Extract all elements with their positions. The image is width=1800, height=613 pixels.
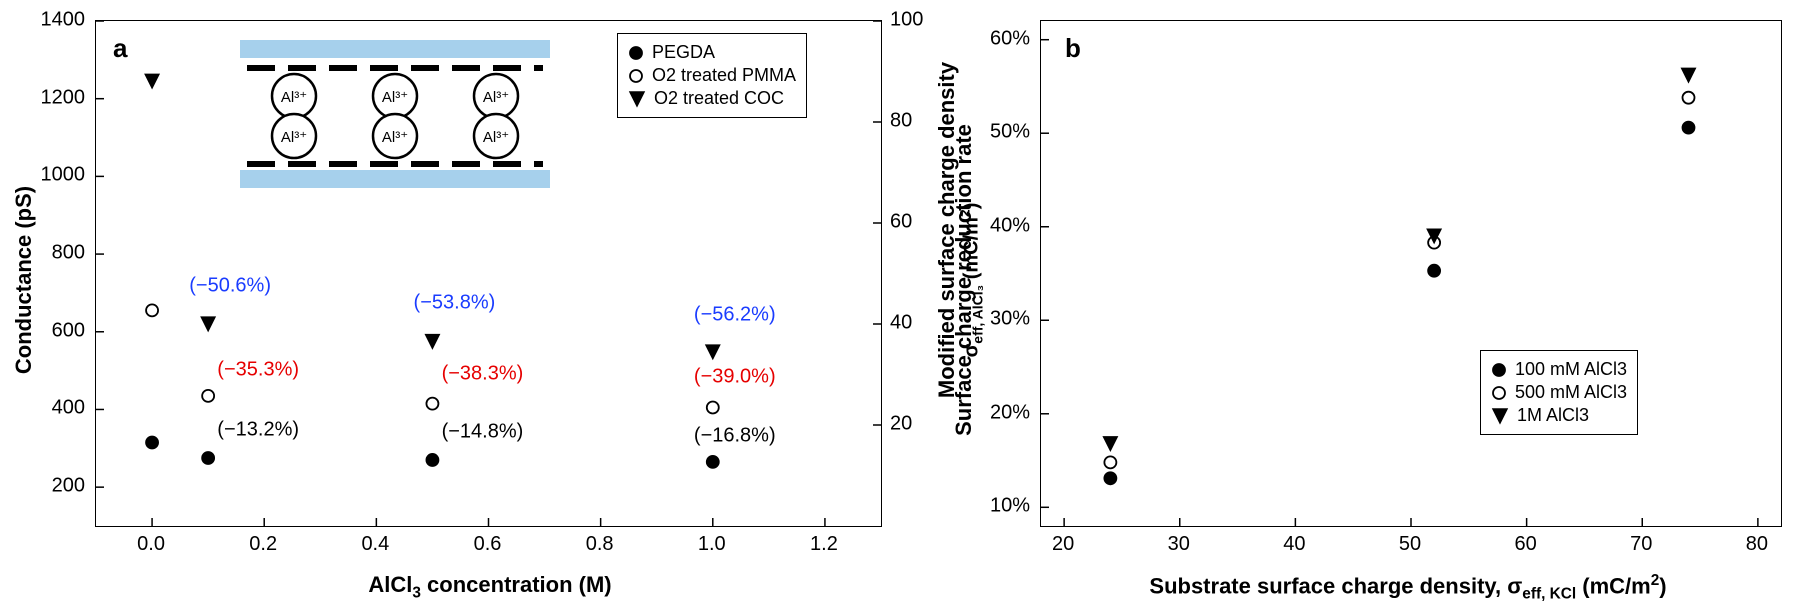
- panel-a-x-tick-label: 0.8: [586, 533, 614, 556]
- panel-a-label: a: [113, 33, 127, 64]
- panel-b-x-tick-label: 80: [1746, 533, 1768, 556]
- panel-b-label: b: [1065, 33, 1081, 64]
- svg-text:Al³⁺: Al³⁺: [483, 89, 509, 106]
- panel-a-x-label: AlCl3 concentration (M): [368, 572, 611, 602]
- panel-b-x-tick-label: 40: [1283, 533, 1305, 556]
- panel-b-x-tick-label: 20: [1052, 533, 1074, 556]
- svg-text:Al³⁺: Al³⁺: [483, 129, 509, 146]
- legend-item-label: PEGDA: [652, 42, 715, 63]
- panel-b-y-tick-label: 50%: [990, 121, 1030, 144]
- panel-a-yleft-tick-label: 1000: [41, 164, 86, 187]
- legend-marker-icon: [628, 90, 646, 108]
- panel-a-inset: Al³⁺ Al³⁺ Al³⁺ Al³⁺ Al³⁺ Al³⁺: [240, 40, 550, 188]
- panel-a-legend: PEGDAO2 treated PMMAO2 treated COC: [617, 33, 807, 118]
- legend-item-label: 100 mM AlCl3: [1515, 359, 1627, 380]
- panel-b-x-tick-label: 30: [1168, 533, 1190, 556]
- panel-a-legend-item: PEGDA: [628, 42, 796, 63]
- panel-a-legend-item: O2 treated PMMA: [628, 65, 796, 86]
- panel-a-x-tick-label: 0.4: [361, 533, 389, 556]
- legend-marker-icon: [1491, 362, 1507, 378]
- legend-marker-icon: [1491, 385, 1507, 401]
- panel-a-x-tick-label: 0.2: [249, 533, 277, 556]
- panel-a-yright-tick-label: 80: [890, 110, 912, 133]
- panel-a-yright-tick-label: 40: [890, 312, 912, 335]
- panel-a-yleft-tick-label: 1200: [41, 86, 86, 109]
- panel-b-x-tick-label: 60: [1515, 533, 1537, 556]
- panel-a-yleft-tick-label: 800: [52, 242, 85, 265]
- panel-a-x-tick-label: 0.0: [137, 533, 165, 556]
- panel-a-yleft-label: Conductance (pS): [11, 186, 37, 374]
- panel-b-plot-area: [1040, 20, 1782, 527]
- panel-b-x-tick-label: 70: [1630, 533, 1652, 556]
- legend-marker-icon: [628, 45, 644, 61]
- panel-b-legend-item: 100 mM AlCl3: [1491, 359, 1627, 380]
- svg-text:Al³⁺: Al³⁺: [382, 89, 408, 106]
- panel-a-x-tick-label: 0.6: [474, 533, 502, 556]
- panel-a-annotation: (−35.3%): [217, 358, 299, 381]
- legend-item-label: O2 treated COC: [654, 88, 784, 109]
- panel-a: a Conductance (pS) Modified surface char…: [0, 0, 990, 613]
- panel-b-legend-item: 1M AlCl3: [1491, 405, 1627, 426]
- panel-a-yright-tick-label: 100: [890, 9, 923, 32]
- legend-marker-icon: [628, 68, 644, 84]
- panel-a-annotation: (−13.2%): [217, 418, 299, 441]
- panel-a-yleft-tick-label: 400: [52, 397, 85, 420]
- panel-b-y-tick-label: 40%: [990, 214, 1030, 237]
- panel-b-x-tick-label: 50: [1399, 533, 1421, 556]
- legend-item-label: 1M AlCl3: [1517, 405, 1589, 426]
- panel-b-y-label: Surface charge reduction rate: [951, 124, 977, 436]
- panel-a-annotation: (−56.2%): [694, 304, 776, 327]
- svg-text:Al³⁺: Al³⁺: [382, 129, 408, 146]
- legend-item-label: 500 mM AlCl3: [1515, 382, 1627, 403]
- panel-a-yright-tick-label: 60: [890, 211, 912, 234]
- panel-a-annotation: (−39.0%): [694, 366, 776, 389]
- panel-b-y-tick-label: 60%: [990, 27, 1030, 50]
- panel-a-annotation: (−14.8%): [442, 420, 524, 443]
- legend-item-label: O2 treated PMMA: [652, 65, 796, 86]
- panel-b-legend: 100 mM AlCl3500 mM AlCl31M AlCl3: [1480, 350, 1638, 435]
- panel-a-x-tick-label: 1.0: [698, 533, 726, 556]
- panel-a-yleft-tick-label: 600: [52, 319, 85, 342]
- panel-a-yright-tick-label: 20: [890, 413, 912, 436]
- panel-b-y-tick-label: 10%: [990, 495, 1030, 518]
- panel-a-annotation: (−38.3%): [442, 362, 524, 385]
- panel-a-yleft-tick-label: 1400: [41, 9, 86, 32]
- panel-a-annotation: (−53.8%): [414, 291, 496, 314]
- panel-b-y-tick-label: 30%: [990, 308, 1030, 331]
- svg-text:Al³⁺: Al³⁺: [281, 129, 307, 146]
- panel-b-y-tick-label: 20%: [990, 401, 1030, 424]
- panel-a-annotation: (−50.6%): [189, 274, 271, 297]
- legend-marker-icon: [1491, 407, 1509, 425]
- panel-b-legend-item: 500 mM AlCl3: [1491, 382, 1627, 403]
- panel-b-x-label: Substrate surface charge density, σeff, …: [1149, 572, 1666, 604]
- figure: a Conductance (pS) Modified surface char…: [0, 0, 1800, 613]
- panel-a-annotation: (−16.8%): [694, 424, 776, 447]
- panel-a-yleft-tick-label: 200: [52, 475, 85, 498]
- panel-a-legend-item: O2 treated COC: [628, 88, 796, 109]
- panel-a-x-tick-label: 1.2: [810, 533, 838, 556]
- panel-b: b Surface charge reduction rate Substrat…: [990, 0, 1800, 613]
- svg-text:Al³⁺: Al³⁺: [281, 89, 307, 106]
